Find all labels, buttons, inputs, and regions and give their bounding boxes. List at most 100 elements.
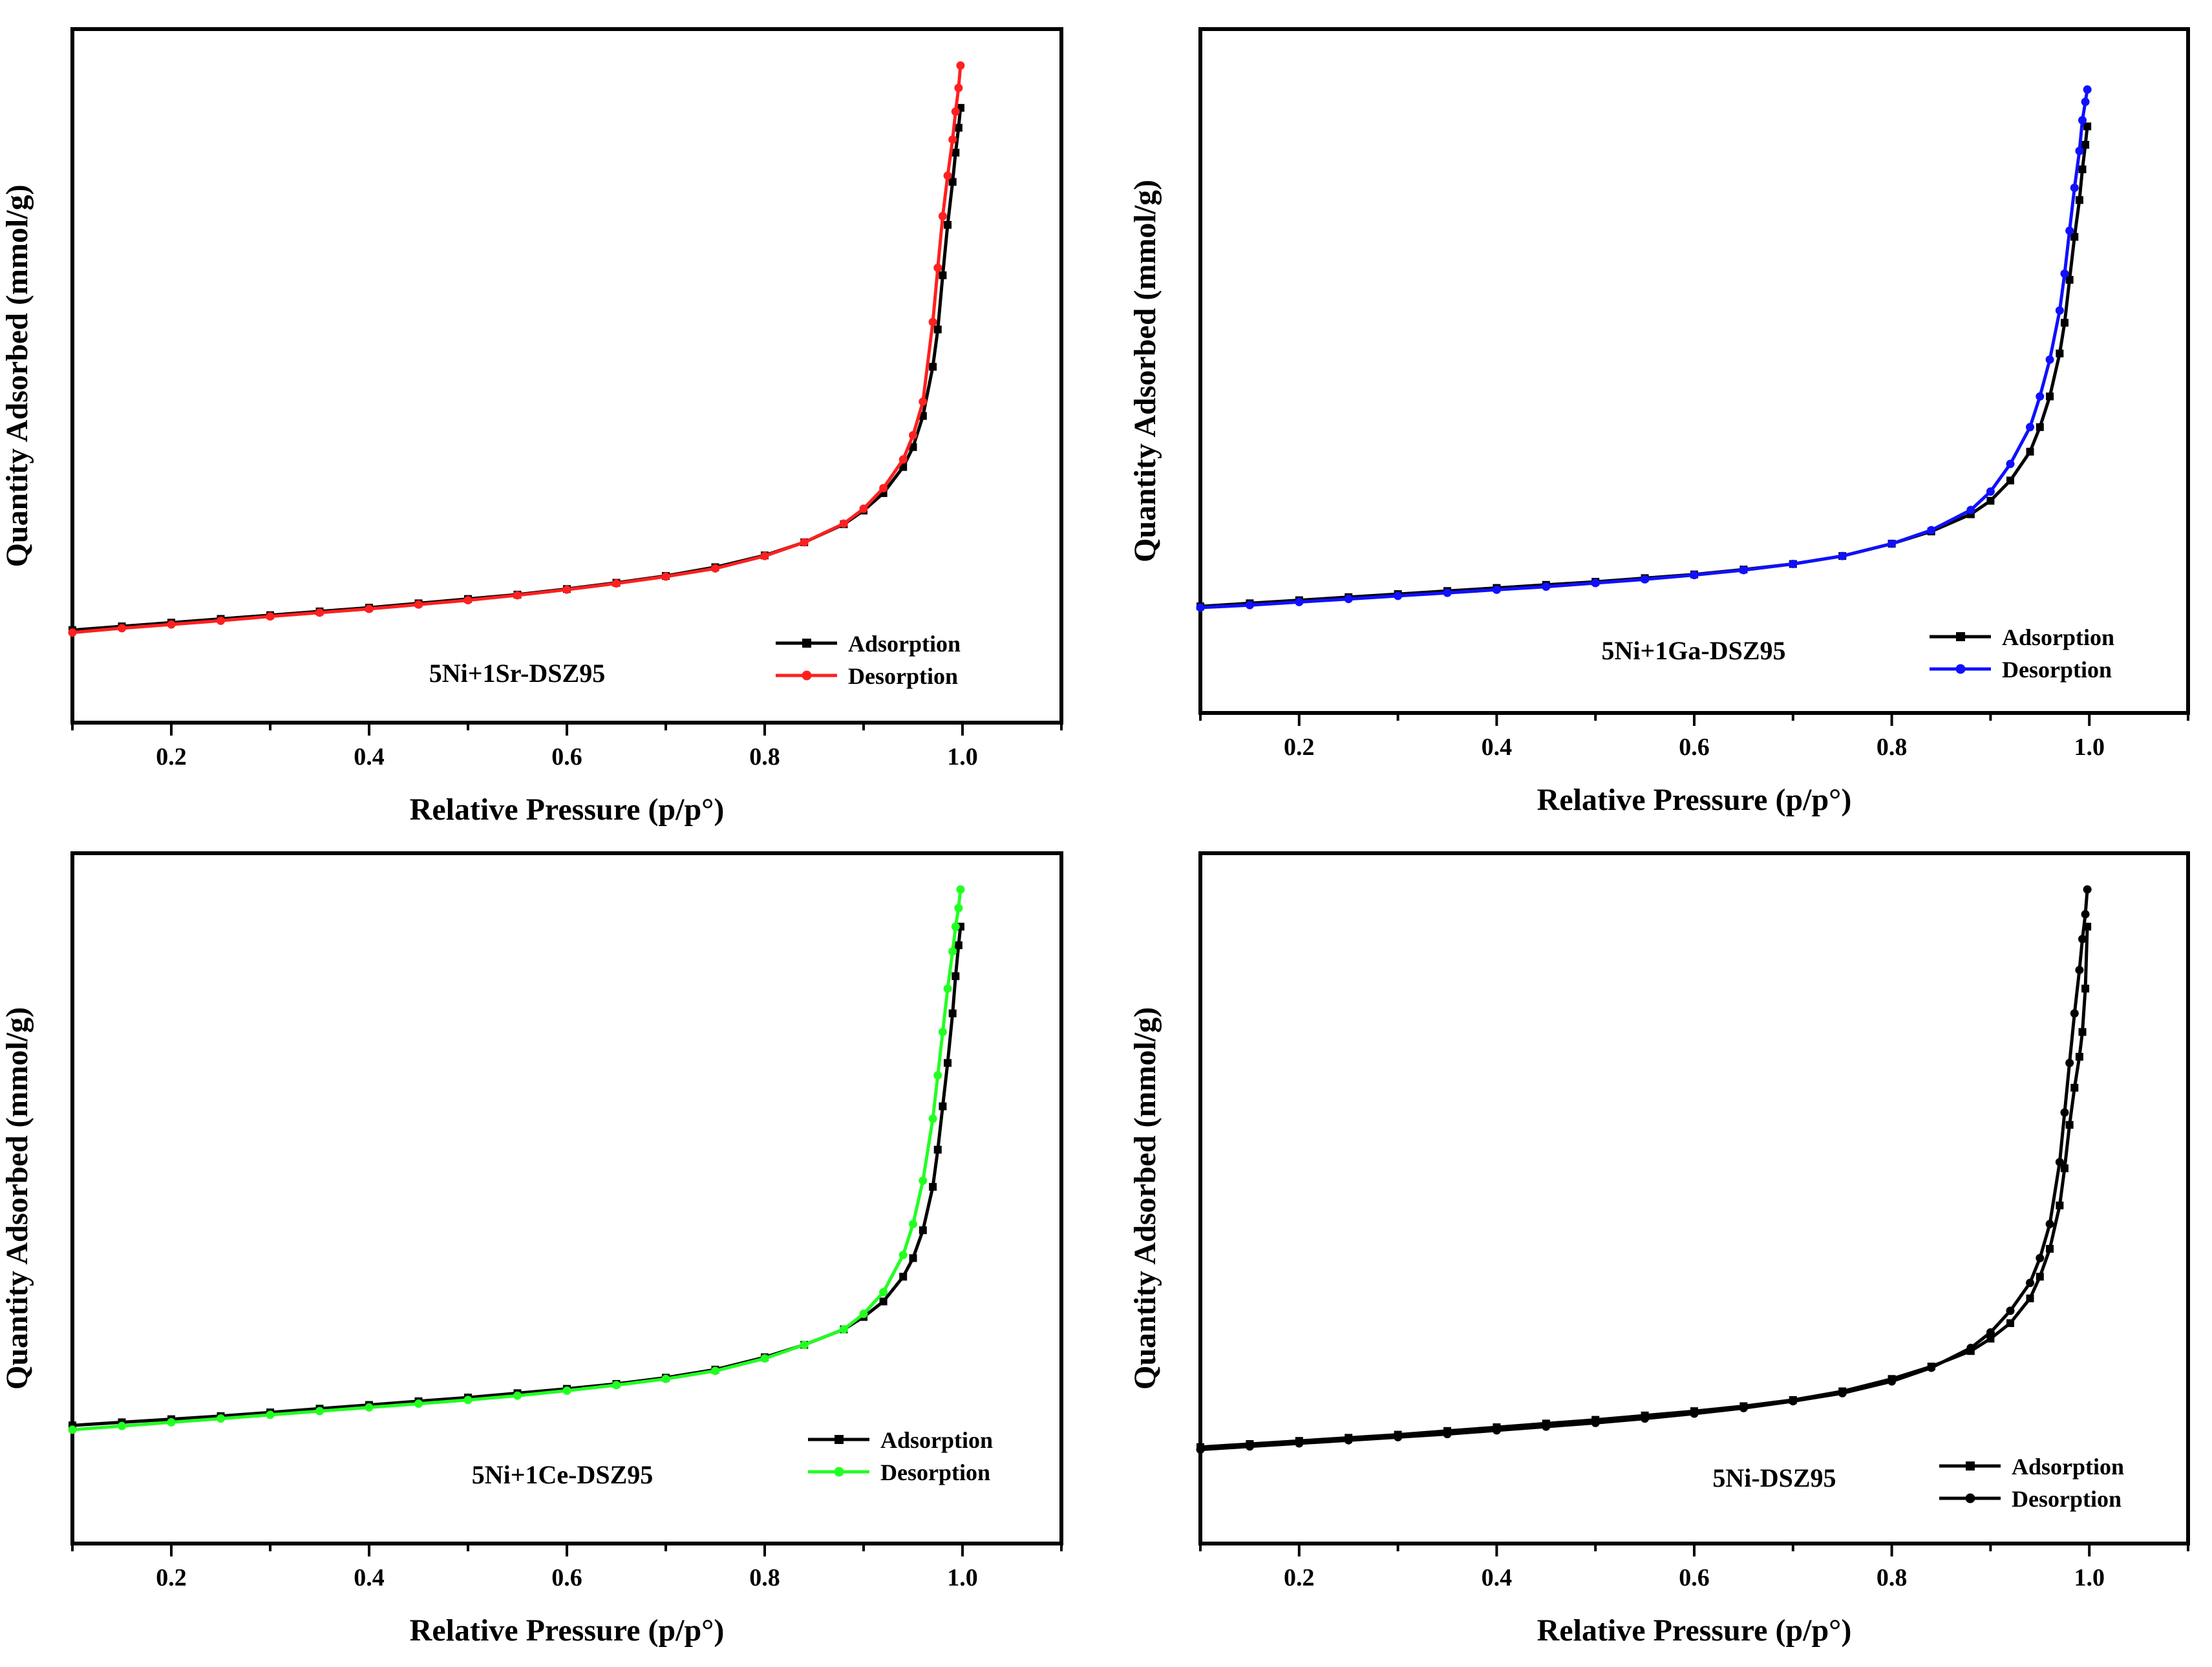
data-point (167, 620, 176, 629)
data-point (2055, 306, 2064, 315)
data-point (1591, 579, 1600, 588)
data-point (2075, 1052, 2083, 1061)
data-point (879, 483, 888, 493)
sample-label: 5Ni-DSZ95 (1712, 1463, 1836, 1492)
legend-marker (802, 639, 811, 648)
data-point (943, 984, 952, 993)
chart-panel-4: 0.2 0.4 0.6 0.8 1.0 Relative Pressure (p/p°) Q… (1128, 851, 2190, 1648)
data-point (1394, 591, 1403, 600)
data-point (2036, 392, 2045, 401)
data-point (909, 1220, 917, 1229)
data-point (1690, 1409, 1699, 1418)
legend-marker (1956, 632, 1965, 641)
series-desorption (1196, 85, 2092, 612)
data-point (879, 1297, 888, 1306)
data-point (919, 412, 927, 420)
data-point (1641, 575, 1650, 584)
legend: Adsorption Desorption (808, 1427, 993, 1485)
data-point (1394, 1432, 1403, 1441)
legend-marker (802, 670, 812, 681)
legend-item-adsorption: Adsorption (1939, 1454, 2124, 1480)
data-point (2070, 1083, 2079, 1092)
data-point (2045, 1220, 2054, 1229)
data-point (1344, 595, 1353, 604)
x-tick-label: 0.6 (551, 1564, 582, 1591)
x-tick-label: 0.4 (1482, 1564, 1513, 1591)
data-point (948, 1009, 957, 1017)
data-point (1986, 1328, 1995, 1337)
x-tick-label: 0.8 (749, 1564, 780, 1591)
data-point (1542, 1422, 1551, 1431)
data-point (1789, 560, 1798, 569)
data-point (2070, 183, 2079, 192)
data-point (2065, 226, 2074, 235)
data-point (951, 107, 960, 116)
data-point (2060, 269, 2069, 278)
x-tick-label: 0.8 (1877, 1564, 1908, 1591)
x-tick-label: 0.2 (1284, 734, 1315, 761)
data-point (513, 1391, 522, 1400)
data-point (928, 1114, 937, 1123)
data-point (952, 149, 960, 157)
data-point (2026, 423, 2035, 432)
data-point (1492, 1426, 1501, 1435)
legend-marker (835, 1435, 844, 1444)
data-point (2065, 275, 2074, 284)
data-point (562, 585, 571, 594)
data-point (2045, 355, 2054, 364)
series-line (1200, 926, 2089, 1449)
data-point (944, 220, 952, 229)
data-point (899, 1273, 908, 1281)
data-point (919, 397, 928, 406)
data-point (919, 1176, 928, 1185)
data-point (948, 947, 957, 956)
data-point (2078, 935, 2087, 944)
y-axis-title: Quantity Adsorbed (mmol/g) (0, 184, 34, 567)
data-point (839, 1325, 848, 1334)
legend: Adsorption Desorption (776, 631, 961, 689)
data-point (1295, 597, 1304, 606)
data-point (463, 596, 473, 605)
data-point (1542, 582, 1551, 591)
data-point (365, 604, 374, 613)
data-point (909, 1254, 917, 1262)
data-point (1690, 571, 1699, 580)
data-point (956, 61, 965, 70)
y-axis-title: Quantity Adsorbed (mmol/g) (0, 1007, 34, 1390)
x-tick-label: 1.0 (947, 743, 978, 770)
data-point (513, 591, 522, 600)
data-point (711, 564, 719, 573)
legend-item-desorption: Desorption (808, 1460, 990, 1485)
data-point (167, 1417, 176, 1427)
x-tick-label: 0.2 (156, 1564, 187, 1591)
data-point (2078, 1028, 2087, 1036)
data-point (1641, 1414, 1650, 1423)
data-point (315, 1407, 324, 1416)
legend-item-adsorption: Adsorption (1930, 624, 2114, 650)
data-point (2006, 1306, 2015, 1315)
data-point (2006, 476, 2014, 485)
x-tick-label: 0.6 (1679, 734, 1710, 761)
data-point (2006, 460, 2015, 469)
legend-label: Adsorption (880, 1427, 993, 1453)
data-point (2056, 349, 2064, 357)
data-point (1443, 1430, 1452, 1439)
data-point (1966, 505, 1975, 515)
data-point (760, 1354, 769, 1363)
legend-label: Desorption (2002, 657, 2112, 683)
data-point (909, 430, 917, 440)
chart-panel-3: 0.2 0.4 0.6 0.8 1.0 Relative Pressure (p/p°) Q… (0, 851, 1063, 1648)
data-point (1196, 603, 1205, 612)
data-point (118, 1421, 126, 1430)
x-tick-label: 1.0 (2074, 734, 2105, 761)
data-point (118, 624, 126, 633)
data-point (800, 1341, 809, 1350)
data-point (954, 904, 963, 913)
data-point (928, 317, 937, 326)
data-point (2046, 1245, 2054, 1253)
x-tick-label: 0.2 (156, 743, 187, 770)
data-point (2060, 1108, 2069, 1117)
series-desorption (68, 885, 965, 1434)
data-point (938, 211, 947, 220)
